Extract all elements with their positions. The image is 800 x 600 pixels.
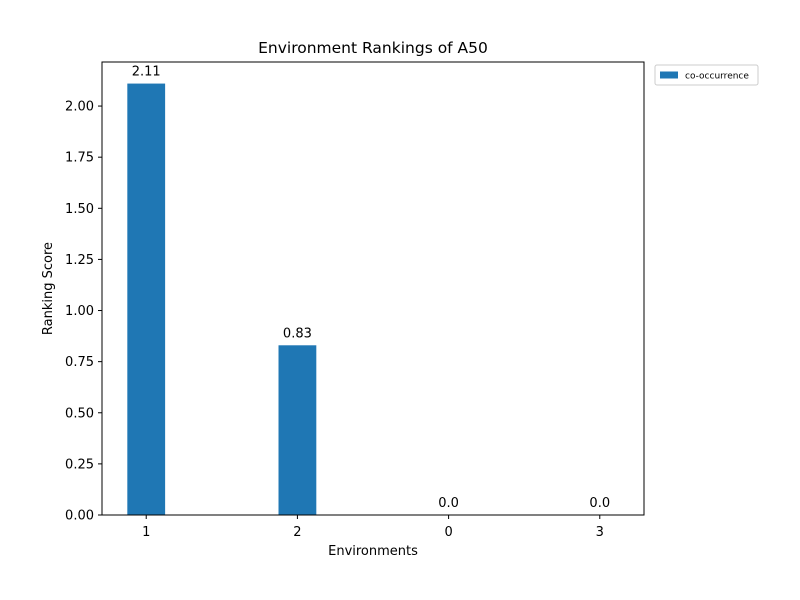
value-label-1: 2.11	[132, 65, 161, 80]
value-label-0: 0.0	[438, 496, 459, 511]
bar-1	[127, 83, 166, 515]
bar-2	[278, 345, 317, 515]
legend-frame	[654, 64, 759, 86]
x-tick-label-0: 0	[444, 525, 452, 540]
y-tick-label: 2.00	[65, 100, 94, 115]
value-label-3: 0.0	[589, 496, 610, 511]
y-tick-label: 1.25	[65, 253, 94, 268]
y-tick-label: 1.00	[65, 304, 94, 319]
y-tick-label: 0.75	[65, 355, 94, 370]
y-tick-label: 0.00	[65, 509, 94, 524]
y-axis-label: Ranking Score	[41, 242, 56, 335]
value-label-2: 0.83	[283, 326, 312, 341]
x-axis-label: Environments	[328, 544, 418, 559]
plot-frame	[101, 61, 645, 516]
x-tick-label-1: 1	[142, 525, 150, 540]
x-axis: 1 2 0 3	[142, 515, 604, 540]
y-tick-label: 0.25	[65, 457, 94, 472]
x-tick-label-2: 2	[293, 525, 301, 540]
legend-entry: co-occurrence	[685, 72, 749, 82]
value-labels-layer: 2.11 0.83 0.0 0.0	[132, 65, 610, 511]
y-tick-label: 1.50	[65, 202, 94, 217]
y-axis: 0.00 0.25 0.50 0.75 1.00 1.25 1.50 1.75 2.00	[65, 100, 102, 524]
y-tick-label: 1.75	[65, 151, 94, 166]
legend-swatch	[660, 71, 678, 79]
legend: co-occurrence	[654, 64, 759, 86]
bars-layer	[127, 83, 317, 515]
y-tick-label: 0.50	[65, 406, 94, 421]
chart-title: Environment Rankings of A50	[258, 39, 488, 57]
x-tick-label-3: 3	[596, 525, 604, 540]
